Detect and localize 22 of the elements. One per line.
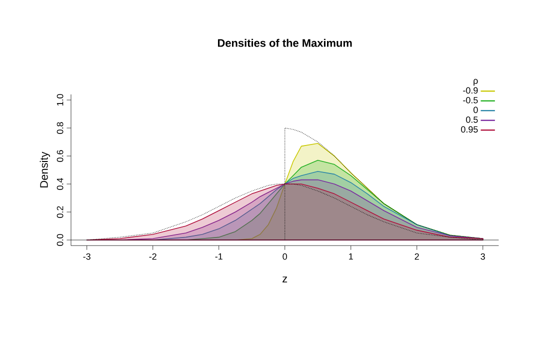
y-tick-label: 0.0: [56, 234, 64, 246]
x-axis-title: z: [282, 276, 288, 282]
x-tick-label: 0: [282, 253, 287, 260]
x-tick-label: -2: [149, 253, 156, 260]
x-tick-label: 2: [414, 253, 419, 260]
x-tick-label: -3: [83, 253, 90, 260]
legend-label: -0.9: [463, 87, 478, 94]
legend-label: -0.5: [463, 96, 478, 104]
legend-label: 0: [474, 106, 478, 114]
legend-label: 0.95: [461, 126, 478, 133]
legend-title: ρ: [474, 78, 478, 86]
chart-title: Densities of the Maximum: [218, 38, 352, 47]
y-axis-title: Density: [40, 152, 50, 188]
y-tick-label: 1.0: [56, 94, 64, 106]
y-tick-label: 0.6: [56, 150, 64, 162]
x-tick-label: 1: [349, 253, 353, 260]
x-tick-label: 3: [480, 253, 485, 260]
y-tick-label: 0.8: [56, 122, 64, 134]
x-tick-label: -1: [215, 253, 222, 260]
legend-label: 0.5: [466, 116, 478, 123]
y-tick-label: 0.4: [56, 178, 64, 190]
y-tick-label: 0.2: [56, 206, 64, 218]
